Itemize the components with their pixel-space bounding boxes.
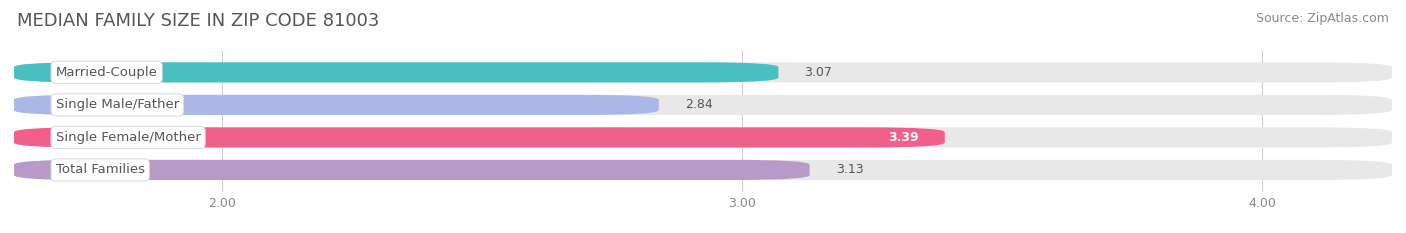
FancyBboxPatch shape [14, 127, 1392, 147]
FancyBboxPatch shape [14, 95, 1392, 115]
Text: Total Families: Total Families [56, 163, 145, 176]
FancyBboxPatch shape [14, 62, 1392, 82]
Text: 2.84: 2.84 [685, 98, 713, 111]
FancyBboxPatch shape [14, 160, 1392, 180]
FancyBboxPatch shape [14, 95, 659, 115]
Text: 3.39: 3.39 [889, 131, 918, 144]
Text: 3.13: 3.13 [835, 163, 863, 176]
FancyBboxPatch shape [14, 127, 945, 147]
Text: Married-Couple: Married-Couple [56, 66, 157, 79]
Text: Single Male/Father: Single Male/Father [56, 98, 179, 111]
Text: Single Female/Mother: Single Female/Mother [56, 131, 201, 144]
Text: MEDIAN FAMILY SIZE IN ZIP CODE 81003: MEDIAN FAMILY SIZE IN ZIP CODE 81003 [17, 12, 380, 30]
Text: Source: ZipAtlas.com: Source: ZipAtlas.com [1256, 12, 1389, 25]
Text: 3.07: 3.07 [804, 66, 832, 79]
FancyBboxPatch shape [14, 160, 810, 180]
FancyBboxPatch shape [14, 62, 779, 82]
